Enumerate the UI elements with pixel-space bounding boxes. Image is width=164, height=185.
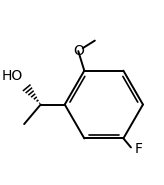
Text: HO: HO [1, 70, 23, 83]
Text: O: O [73, 44, 84, 58]
Text: F: F [135, 142, 143, 156]
